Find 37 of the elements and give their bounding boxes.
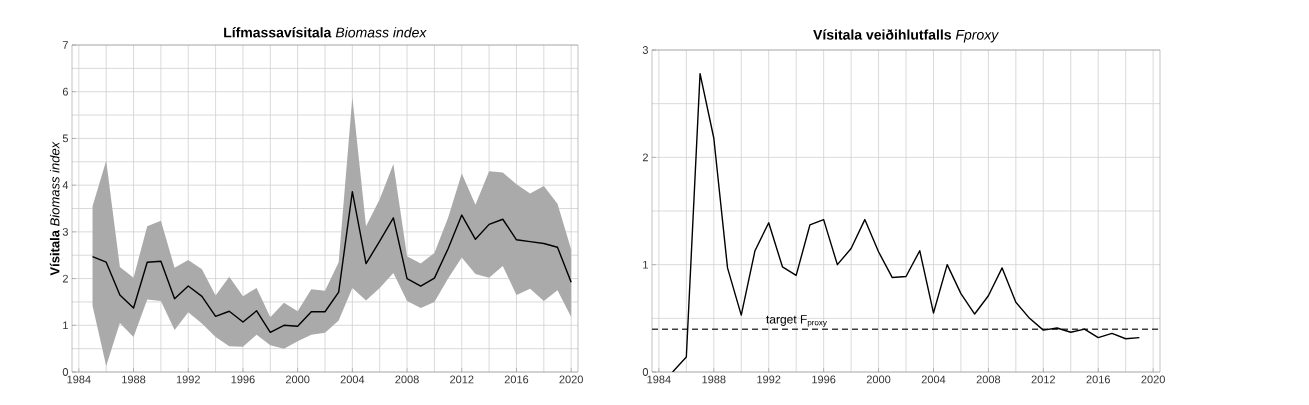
x-tick-label: 2008	[395, 375, 419, 384]
x-tick-label: 1992	[176, 375, 200, 384]
y-tick-label: 0	[62, 368, 69, 376]
x-tick-label: 2000	[866, 375, 891, 384]
y-tick-label: 2	[62, 274, 68, 283]
y-tick-label: 7	[62, 41, 68, 49]
x-tick-label: 2008	[976, 375, 1001, 384]
x-tick-label: 1996	[231, 375, 255, 384]
chart-title: Lífmassavísitala Biomass index	[224, 27, 427, 38]
x-tick-label: 2020	[1141, 375, 1165, 384]
y-tick-label: 0	[642, 368, 649, 376]
y-tick-label: 4	[62, 181, 69, 189]
y-axis-title: Vísitala Biomass index	[49, 141, 60, 276]
y-tick-label: 6	[62, 87, 68, 96]
chart-title: Vísitala veiðihlutfalls Fproxy	[813, 29, 999, 43]
x-tick-label: 1988	[122, 375, 146, 384]
y-tick-label: 1	[63, 321, 68, 330]
x-tick-label: 2004	[340, 375, 365, 384]
x-tick-label: 2016	[1086, 375, 1110, 384]
x-tick-label: 2016	[504, 375, 529, 384]
y-tick-label: 3	[642, 46, 648, 54]
ref-line-label: target F$_{proxy}$	[766, 315, 827, 327]
y-tick-label: 1	[643, 260, 648, 269]
x-tick-label: 1988	[702, 375, 726, 384]
y-tick-label: 3	[62, 227, 68, 236]
x-tick-label: 2020	[559, 375, 583, 384]
x-tick-label: 1992	[757, 375, 781, 384]
x-tick-label: 2000	[285, 375, 310, 384]
y-tick-label: 5	[62, 134, 68, 143]
x-tick-label: 2012	[450, 375, 474, 384]
x-tick-label: 1984	[647, 375, 671, 384]
line-series	[91, 190, 572, 333]
x-tick-label: 2004	[921, 375, 946, 384]
x-tick-label: 1984	[67, 375, 91, 384]
y-tick-label: 2	[642, 153, 648, 162]
x-tick-label: 1996	[812, 375, 836, 384]
x-tick-label: 2012	[1031, 375, 1055, 384]
